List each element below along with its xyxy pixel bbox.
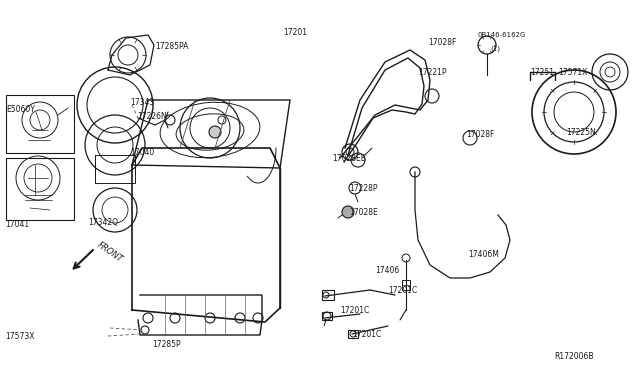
Text: 17571X: 17571X (558, 68, 588, 77)
Circle shape (342, 206, 354, 218)
Text: 17406M: 17406M (468, 250, 499, 259)
Text: 17201C: 17201C (388, 286, 417, 295)
Bar (95, 155, 135, 183)
Text: 17040: 17040 (130, 148, 154, 157)
Bar (6, 95, 74, 153)
Text: 17406: 17406 (375, 266, 399, 275)
Text: FRONT: FRONT (96, 240, 125, 264)
Bar (6, 158, 74, 220)
Bar (322, 312, 332, 320)
Text: 17028E: 17028E (349, 208, 378, 217)
Text: 17251: 17251 (530, 68, 554, 77)
Text: E5060Y: E5060Y (6, 105, 35, 114)
Text: 17028EB: 17028EB (332, 154, 366, 163)
Bar (322, 290, 334, 300)
Text: R172006B: R172006B (554, 352, 593, 361)
Text: 17225N: 17225N (566, 128, 596, 137)
Text: 17285P: 17285P (152, 340, 180, 349)
Text: 17201C: 17201C (352, 330, 381, 339)
Text: 17041: 17041 (5, 220, 29, 229)
Text: 17343: 17343 (130, 98, 154, 107)
Bar (402, 280, 410, 290)
Text: 17028F: 17028F (466, 130, 494, 139)
Text: 17201: 17201 (283, 28, 307, 37)
Text: 17228P: 17228P (349, 184, 378, 193)
Text: 0B146-6162G: 0B146-6162G (477, 32, 525, 38)
Bar (348, 330, 358, 338)
Circle shape (209, 126, 221, 138)
Text: (1): (1) (490, 46, 500, 52)
Text: 17201C: 17201C (340, 306, 369, 315)
Text: 17573X: 17573X (5, 332, 35, 341)
Text: 17226N: 17226N (137, 112, 167, 121)
Text: 17221P: 17221P (418, 68, 447, 77)
Text: 17342Q: 17342Q (88, 218, 118, 227)
Text: 17028F: 17028F (428, 38, 456, 47)
Text: 17285PA: 17285PA (155, 42, 188, 51)
